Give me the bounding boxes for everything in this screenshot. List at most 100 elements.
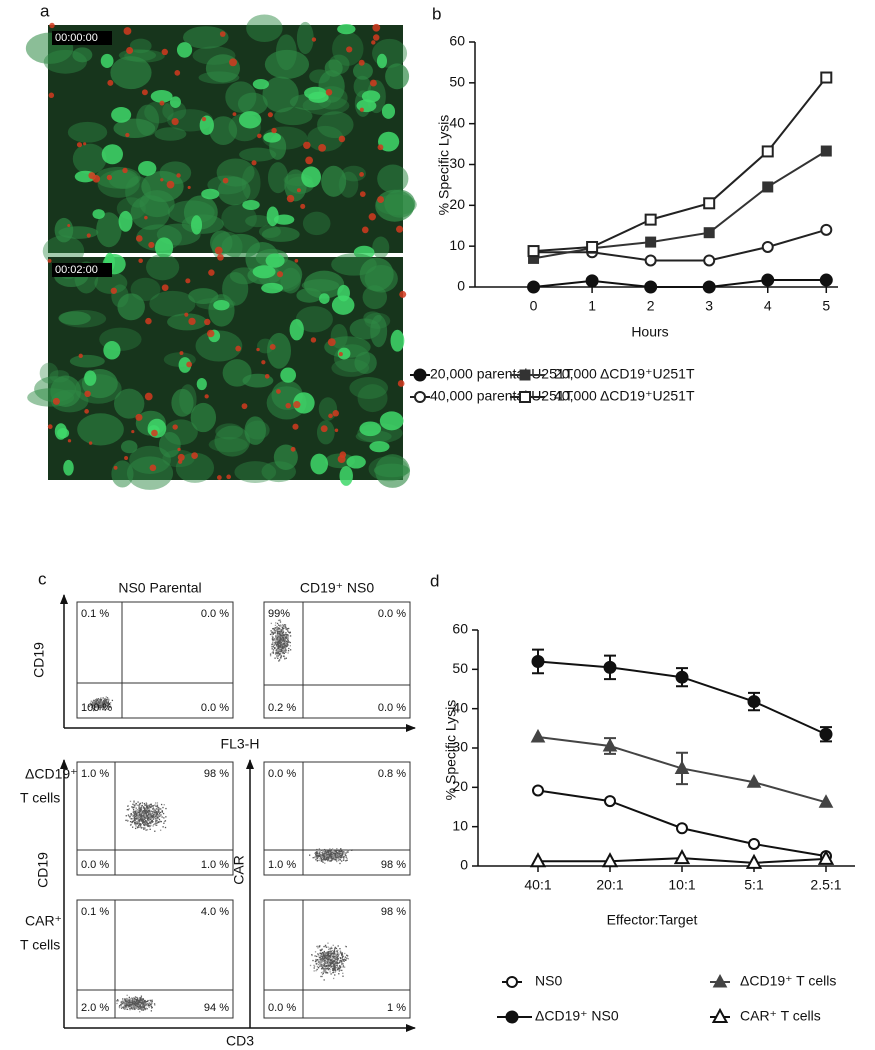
cell	[68, 122, 107, 143]
event-dot	[138, 825, 139, 826]
event-dot	[129, 1008, 130, 1009]
event-dot	[138, 806, 139, 807]
legend-label: 40,000 ΔCD19⁺U251T	[554, 388, 695, 404]
y-tick-label: 30	[449, 155, 465, 171]
event-dot	[325, 957, 326, 958]
event-dot	[344, 959, 345, 960]
bright-cell	[200, 116, 214, 136]
event-dot	[280, 658, 281, 659]
cell	[215, 423, 243, 439]
event-dot	[288, 648, 289, 649]
event-dot	[131, 1007, 132, 1008]
quadrant-percent: 0.0 %	[268, 1002, 296, 1014]
event-dot	[272, 639, 273, 640]
quadrant-percent: 0.0 %	[378, 608, 406, 620]
event-dot	[154, 1004, 155, 1005]
effector-cell	[318, 144, 326, 152]
event-dot	[145, 816, 146, 817]
point	[532, 655, 544, 667]
event-dot	[165, 808, 166, 809]
event-dot	[338, 850, 339, 851]
event-dot	[150, 817, 151, 818]
event-dot	[316, 969, 317, 970]
event-dot	[119, 1005, 120, 1006]
event-dot	[333, 978, 334, 979]
event-dot	[319, 851, 320, 852]
event-dot	[270, 634, 271, 635]
event-dot	[315, 951, 316, 952]
event-dot	[331, 947, 332, 948]
event-dot	[345, 946, 346, 947]
event-dot	[137, 826, 138, 827]
event-dot	[137, 805, 138, 806]
event-dot	[147, 818, 148, 819]
event-dot	[144, 804, 145, 805]
event-dot	[146, 812, 147, 813]
event-dot	[137, 801, 138, 802]
point	[506, 1011, 518, 1023]
effector-cell	[359, 172, 364, 177]
point	[676, 851, 689, 863]
point	[646, 255, 656, 265]
effector-cell	[114, 466, 118, 470]
point	[821, 225, 831, 235]
event-dot	[146, 809, 147, 810]
cell	[77, 413, 124, 445]
event-dot	[139, 824, 140, 825]
cell	[73, 144, 107, 175]
event-dot	[328, 965, 329, 966]
event-dot	[278, 645, 279, 646]
bright-cell	[280, 368, 296, 383]
event-dot	[331, 860, 332, 861]
cell	[349, 377, 388, 399]
event-dot	[133, 809, 134, 810]
event-dot	[148, 807, 149, 808]
point	[677, 823, 687, 833]
x-tick-label: 20:1	[596, 877, 623, 893]
event-dot	[103, 697, 104, 698]
event-dot	[287, 642, 288, 643]
event-dot	[285, 638, 286, 639]
event-dot	[154, 831, 155, 832]
event-dot	[338, 973, 339, 974]
point	[763, 242, 773, 252]
event-dot	[275, 654, 276, 655]
event-dot	[319, 860, 320, 861]
event-dot	[334, 853, 335, 854]
event-dot	[321, 852, 322, 853]
event-dot	[272, 628, 273, 629]
event-dot	[315, 961, 316, 962]
cell	[129, 446, 171, 474]
event-dot	[96, 698, 97, 699]
effector-cell	[300, 204, 305, 209]
event-dot	[135, 1001, 136, 1002]
event-dot	[122, 1000, 123, 1001]
point	[532, 730, 545, 742]
effector-cell	[277, 271, 283, 277]
quadrant-percent: 0.2 %	[268, 702, 296, 714]
event-dot	[334, 969, 335, 970]
event-dot	[348, 958, 349, 959]
event-dot	[142, 805, 143, 806]
event-dot	[149, 1007, 150, 1008]
effector-cell	[150, 464, 157, 471]
event-dot	[275, 625, 276, 626]
event-dot	[148, 820, 149, 821]
effector-cell	[167, 181, 175, 189]
event-dot	[286, 641, 287, 642]
bright-cell	[290, 319, 304, 340]
event-dot	[346, 857, 347, 858]
effector-cell	[251, 160, 256, 165]
event-dot	[161, 811, 162, 812]
effector-cell	[328, 338, 336, 346]
event-dot	[284, 648, 285, 649]
effector-cell	[261, 360, 265, 364]
event-dot	[313, 857, 314, 858]
event-dot	[125, 1005, 126, 1006]
event-dot	[334, 967, 335, 968]
point	[507, 977, 517, 987]
bright-cell	[101, 54, 114, 68]
event-dot	[136, 818, 137, 819]
effector-cell	[188, 186, 191, 189]
event-dot	[283, 635, 284, 636]
